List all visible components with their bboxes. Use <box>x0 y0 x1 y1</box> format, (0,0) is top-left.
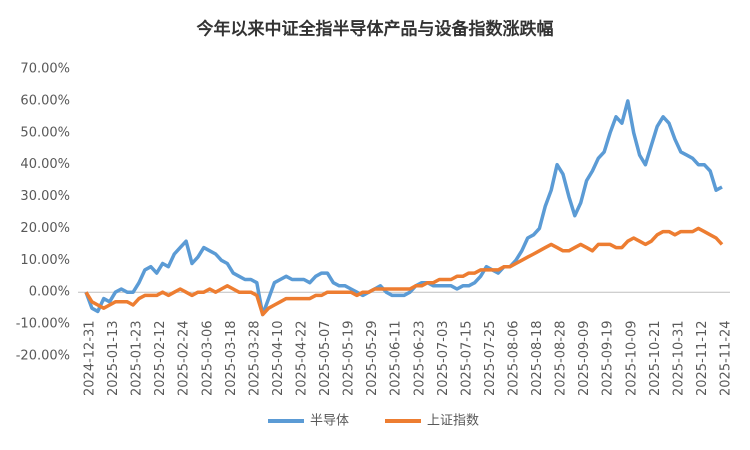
x-tick-label: 2025-06-23 <box>412 320 427 396</box>
y-tick-label: 70.00% <box>20 62 70 77</box>
x-tick-label: 2025-02-24 <box>177 320 192 396</box>
x-tick-label: 2025-07-03 <box>436 320 451 396</box>
series-line <box>84 99 723 317</box>
legend-label: 半导体 <box>310 414 349 429</box>
chart-title: 今年以来中证全指半导体产品与设备指数涨跌幅 <box>197 19 554 40</box>
x-tick-label: 2025-03-18 <box>224 320 239 396</box>
x-tick-label: 2025-01-23 <box>130 320 145 396</box>
x-tick-label: 2025-05-19 <box>342 320 357 396</box>
x-tick-label: 2025-01-13 <box>106 320 121 396</box>
x-tick-label: 2025-08-18 <box>530 320 545 396</box>
x-tick-label: 2025-08-06 <box>507 320 522 396</box>
x-tick-label: 2025-05-07 <box>318 320 333 396</box>
y-tick-label: 60.00% <box>20 93 70 108</box>
x-tick-label: 2025-02-12 <box>153 320 168 396</box>
x-tick-label: 2025-09-09 <box>577 320 592 396</box>
series-line <box>84 226 724 317</box>
y-tick-label: 30.00% <box>20 189 70 204</box>
y-tick-label: 40.00% <box>20 157 70 172</box>
x-tick-label: 2025-10-09 <box>624 320 639 396</box>
x-tick-label: 2025-06-11 <box>389 320 404 396</box>
x-tick-label: 2025-04-22 <box>295 320 310 396</box>
x-tick-label: 2024-12-31 <box>83 320 98 396</box>
x-tick-label: 2025-03-28 <box>247 320 262 396</box>
x-tick-label: 2025-05-29 <box>365 320 380 396</box>
x-tick-label: 2025-10-31 <box>671 320 686 396</box>
x-tick-label: 2025-09-19 <box>601 320 616 396</box>
x-tick-label: 2025-11-24 <box>719 320 734 396</box>
y-tick-label: 50.00% <box>20 125 70 140</box>
y-tick-label: 0.00% <box>29 285 70 300</box>
y-tick-label: -20.00% <box>16 349 70 364</box>
x-tick-label: 2025-07-15 <box>459 320 474 396</box>
legend-label: 上证指数 <box>427 414 479 429</box>
y-tick-label: -10.00% <box>16 317 70 332</box>
y-tick-label: 20.00% <box>20 221 70 236</box>
x-tick-label: 2025-11-12 <box>695 320 710 396</box>
x-tick-label: 2025-07-25 <box>483 320 498 396</box>
x-tick-label: 2025-08-28 <box>554 320 569 396</box>
x-tick-label: 2025-10-21 <box>648 320 663 396</box>
x-tick-label: 2025-04-10 <box>271 320 286 396</box>
x-tick-label: 2025-03-06 <box>200 320 215 396</box>
y-tick-label: 10.00% <box>20 253 70 268</box>
